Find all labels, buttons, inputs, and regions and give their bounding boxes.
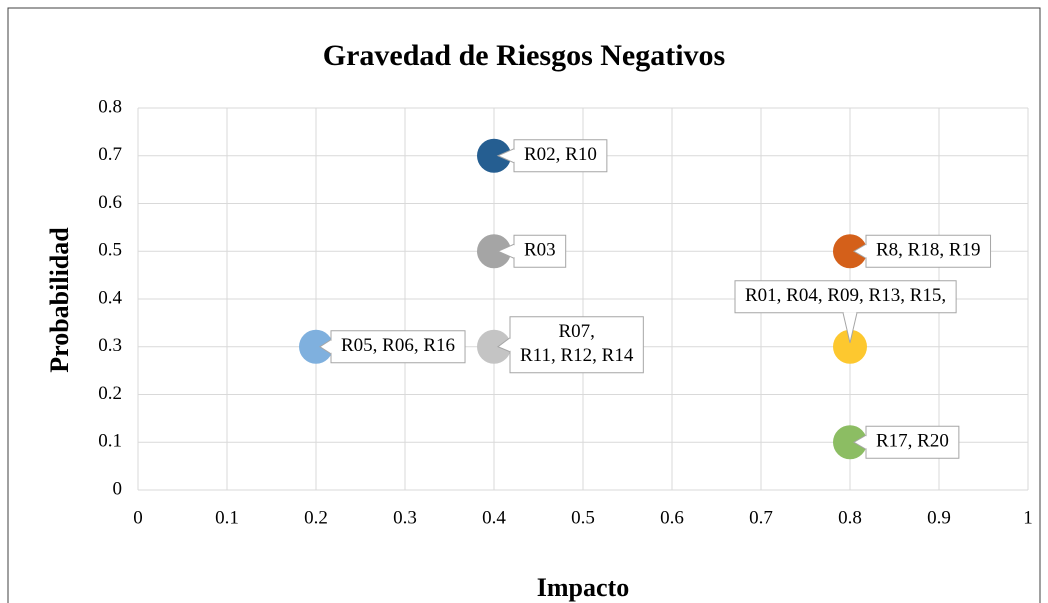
x-tick-label: 0.9	[927, 507, 951, 528]
callout-pointer	[842, 312, 858, 343]
point	[299, 329, 333, 364]
point-label: R11, R12, R14	[520, 345, 634, 366]
x-tick-label: 0.6	[660, 507, 684, 528]
point-label: R05, R06, R16	[341, 335, 455, 356]
callout: R07, R11, R12, R14	[497, 316, 644, 374]
x-tick-label: 0	[133, 507, 143, 528]
x-tick-label: 0.5	[571, 507, 595, 528]
chart-title: Gravedad de Riesgos Negativos	[323, 39, 725, 72]
point	[477, 138, 511, 173]
callout-box	[865, 425, 960, 459]
chart-frame	[7, 7, 1041, 603]
callout-pointer	[319, 339, 332, 355]
callout-box	[330, 330, 466, 364]
callout: R03	[496, 234, 567, 268]
x-tick-label: 0.4	[482, 507, 506, 528]
point-label: R02, R10	[524, 144, 597, 165]
callout: R05, R06, R16	[319, 330, 466, 364]
x-tick-label: 0.8	[838, 507, 862, 528]
point-label: R03	[524, 240, 556, 261]
point-label: R07,	[558, 321, 594, 342]
y-tick-label: 0.4	[98, 287, 122, 308]
callout-pointer	[496, 243, 515, 259]
y-tick-label: 0.6	[98, 192, 122, 213]
y-tick-label: 0	[113, 478, 123, 499]
point	[833, 329, 867, 364]
x-tick-label: 0.2	[304, 507, 328, 528]
y-tick-label: 0.8	[98, 96, 122, 117]
callout-box	[513, 139, 608, 173]
callout: R8, R18, R19	[853, 234, 992, 268]
x-tick-label: 1	[1023, 507, 1033, 528]
y-tick-label: 0.7	[98, 144, 122, 165]
y-axis-label: Probabilidad	[45, 227, 74, 373]
callout: R01, R04, R09, R13, R15,	[734, 280, 957, 343]
x-tick-label: 0.7	[749, 507, 773, 528]
point	[833, 234, 867, 269]
callout: R17, R20	[853, 425, 960, 459]
y-tick-label: 0.1	[98, 431, 122, 452]
point	[477, 329, 511, 364]
x-axis-label: Impacto	[537, 573, 629, 602]
point-label: R01, R04, R09, R13, R15,	[745, 285, 946, 306]
point	[477, 234, 511, 269]
point-label: R17, R20	[876, 431, 949, 452]
callout-pointer	[497, 337, 511, 353]
callout-box	[734, 280, 957, 314]
y-tick-label: 0.2	[98, 383, 122, 404]
callout-box	[513, 234, 567, 268]
callout: R02, R10	[496, 139, 608, 173]
y-tick-label: 0.3	[98, 335, 122, 356]
y-tick-label: 0.5	[98, 240, 122, 261]
callout-pointer	[496, 148, 515, 164]
callout-pointer	[853, 434, 867, 450]
x-tick-label: 0.3	[393, 507, 417, 528]
callout-box	[509, 316, 644, 374]
point-label: R8, R18, R19	[876, 240, 981, 261]
callout-pointer	[853, 243, 867, 259]
point	[833, 425, 867, 460]
x-tick-label: 0.1	[215, 507, 239, 528]
